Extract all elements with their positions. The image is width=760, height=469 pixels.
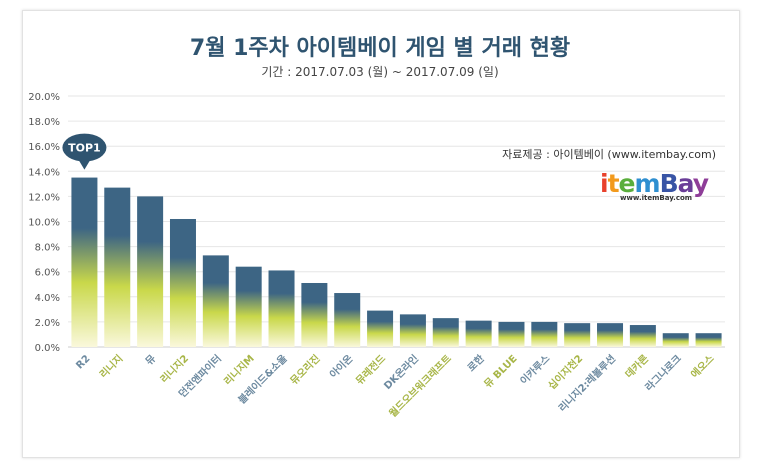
- bar: [301, 282, 328, 347]
- bar: [597, 323, 624, 347]
- bar: [432, 318, 459, 347]
- bar: [564, 323, 591, 347]
- bar: [104, 187, 131, 347]
- x-tick-label: R2: [74, 353, 92, 371]
- x-tick-label: 이카루스: [517, 352, 552, 387]
- chart-subtitle: 기간 : 2017.07.03 (월) ~ 2017.07.09 (일): [261, 65, 499, 79]
- chart-title: 7월 1주차 아이템베이 게임 별 거래 현황: [189, 36, 571, 61]
- bar: [498, 321, 525, 347]
- y-tick-label: 12.0%: [28, 192, 60, 203]
- y-tick-label: 18.0%: [28, 117, 60, 128]
- x-tick-label: 뮤 BLUE: [482, 353, 520, 391]
- y-tick-label: 4.0%: [35, 293, 60, 304]
- x-tick-label: 뮤오리진: [287, 352, 322, 387]
- itembay-logo: itemBay www.itemBay.com: [600, 169, 709, 202]
- bar: [399, 314, 426, 347]
- bar: [202, 255, 229, 347]
- y-tick-label: 8.0%: [35, 243, 60, 254]
- x-tick-label: 로한: [465, 352, 487, 374]
- x-tick-label: 리니지2:레볼루션: [556, 352, 618, 414]
- top1-label: TOP1: [68, 142, 101, 155]
- chart-frame: [22, 10, 740, 458]
- source-note: 자료제공 : 아이템베이 (www.itembay.com): [502, 148, 716, 161]
- y-tick-label: 6.0%: [35, 268, 60, 279]
- x-tick-label: 라그나로크: [642, 352, 684, 394]
- x-tick-label: 아이온: [327, 352, 356, 381]
- callout-pointer: [78, 159, 91, 170]
- bar: [531, 321, 558, 347]
- bar: [662, 333, 689, 347]
- y-tick-label: 0.0%: [35, 343, 60, 354]
- x-tick-label: 리니지M: [221, 352, 257, 388]
- y-tick-label: 20.0%: [28, 92, 60, 103]
- y-tick-label: 16.0%: [28, 142, 60, 153]
- y-tick-label: 2.0%: [35, 318, 60, 329]
- x-tick-label: 리니지2: [157, 352, 191, 386]
- logo-url: www.itemBay.com: [620, 194, 693, 202]
- y-tick-label: 14.0%: [28, 167, 60, 178]
- y-tick-label: 10.0%: [28, 218, 60, 229]
- bar: [695, 333, 722, 347]
- bar: [71, 177, 98, 347]
- bar: [367, 310, 394, 347]
- x-tick-label: 뮤: [143, 353, 158, 368]
- bar: [137, 196, 164, 347]
- bar: [629, 325, 656, 347]
- bar: [465, 320, 492, 347]
- bar: [334, 293, 361, 347]
- x-tick-label: 에오스: [688, 352, 717, 381]
- x-tick-label: 데카론: [622, 352, 651, 381]
- bar: [169, 218, 196, 347]
- bar: [235, 266, 262, 347]
- callout-bubble: [62, 133, 107, 162]
- x-tick-label: 뮤레전드: [353, 352, 388, 387]
- bar: [268, 270, 295, 347]
- x-tick-label: 리니지: [97, 352, 126, 381]
